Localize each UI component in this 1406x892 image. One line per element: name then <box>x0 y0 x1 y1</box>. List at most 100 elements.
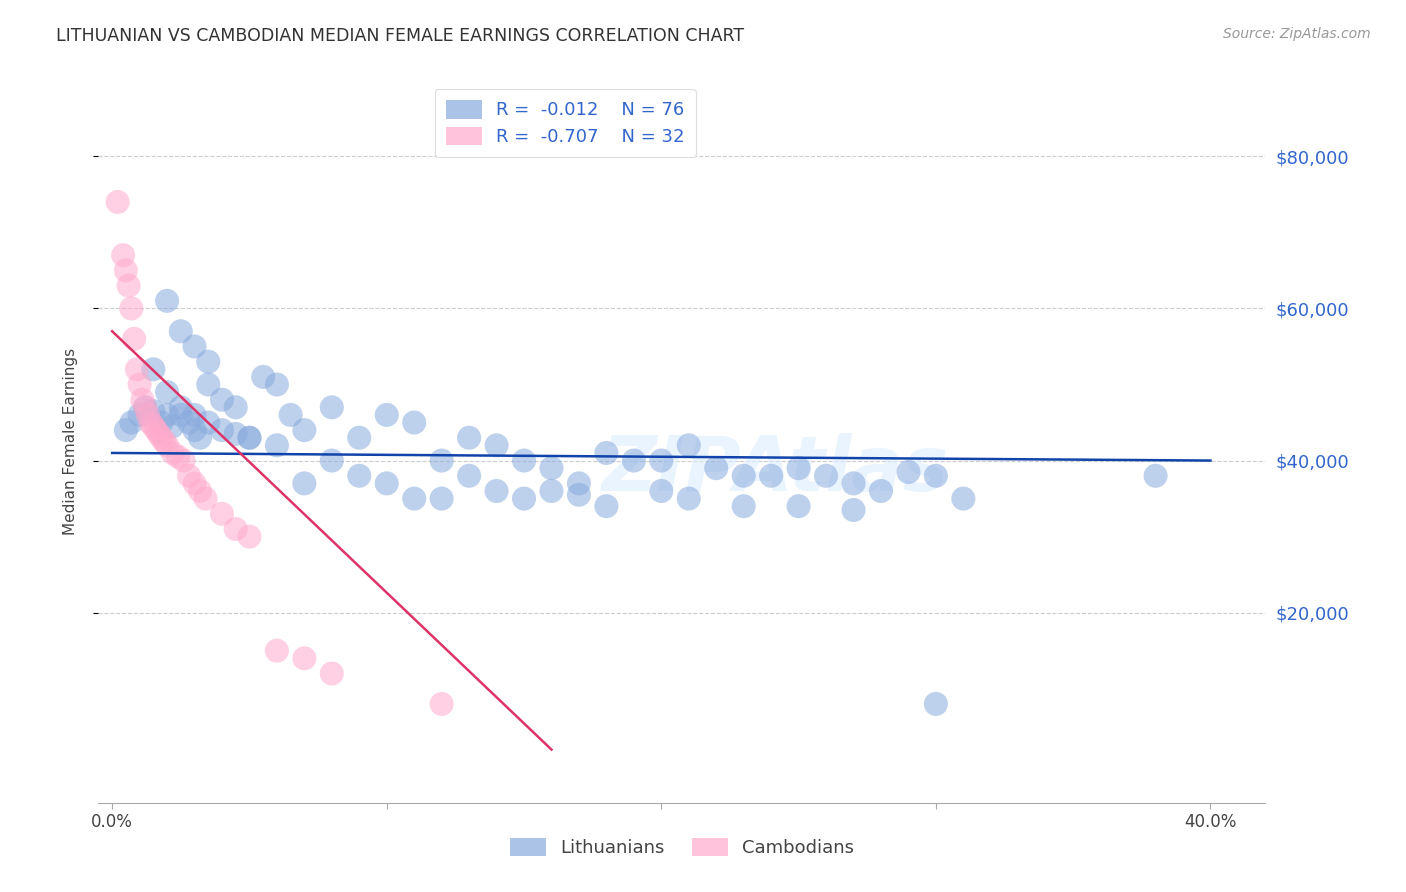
Point <box>131 392 153 407</box>
Text: Source: ZipAtlas.com: Source: ZipAtlas.com <box>1223 27 1371 41</box>
Point <box>128 377 150 392</box>
Point <box>238 530 260 544</box>
Point <box>292 651 315 665</box>
Point <box>142 362 165 376</box>
Point <box>759 468 782 483</box>
Point <box>568 476 591 491</box>
Point <box>678 438 700 452</box>
Point <box>650 483 672 498</box>
Point <box>225 522 247 536</box>
Point <box>156 438 179 452</box>
Point <box>485 483 508 498</box>
Point <box>321 453 343 467</box>
Point <box>183 423 205 437</box>
Point <box>142 404 165 418</box>
Point <box>430 453 453 467</box>
Point <box>292 476 315 491</box>
Point <box>266 438 288 452</box>
Point <box>650 453 672 467</box>
Point <box>733 468 755 483</box>
Point <box>177 416 200 430</box>
Point <box>513 491 536 506</box>
Point <box>458 431 481 445</box>
Point <box>595 446 617 460</box>
Point <box>513 453 536 467</box>
Point <box>349 431 371 445</box>
Point <box>238 431 260 445</box>
Point <box>595 499 617 513</box>
Point <box>1144 468 1167 483</box>
Point <box>170 324 193 338</box>
Point <box>156 293 179 308</box>
Point <box>678 491 700 506</box>
Point <box>150 416 173 430</box>
Point <box>266 377 288 392</box>
Point <box>125 362 148 376</box>
Point <box>167 450 190 464</box>
Point <box>153 434 176 449</box>
Point <box>136 408 159 422</box>
Legend: Lithuanians, Cambodians: Lithuanians, Cambodians <box>501 829 863 866</box>
Point <box>117 278 139 293</box>
Point <box>194 491 217 506</box>
Point <box>458 468 481 483</box>
Point <box>540 483 562 498</box>
Point <box>430 697 453 711</box>
Point <box>197 377 219 392</box>
Point <box>568 488 591 502</box>
Point <box>122 332 145 346</box>
Point <box>188 483 211 498</box>
Point <box>142 419 165 434</box>
Point <box>733 499 755 513</box>
Point <box>177 468 200 483</box>
Point <box>183 339 205 353</box>
Point <box>188 431 211 445</box>
Point <box>842 503 865 517</box>
Point <box>197 354 219 368</box>
Point <box>704 461 727 475</box>
Point <box>183 408 205 422</box>
Point <box>211 392 233 407</box>
Point <box>162 446 184 460</box>
Point <box>787 499 810 513</box>
Point <box>112 248 135 262</box>
Point <box>173 453 195 467</box>
Point <box>925 697 948 711</box>
Point <box>225 401 247 415</box>
Point <box>623 453 645 467</box>
Point <box>211 507 233 521</box>
Point <box>870 483 893 498</box>
Point <box>815 468 838 483</box>
Point <box>925 468 948 483</box>
Point <box>156 385 179 400</box>
Point <box>787 461 810 475</box>
Point <box>120 301 142 316</box>
Point <box>156 408 179 422</box>
Point <box>540 461 562 475</box>
Point <box>134 401 156 415</box>
Point <box>404 491 426 506</box>
Point <box>145 423 167 437</box>
Point <box>897 465 920 479</box>
Point <box>321 666 343 681</box>
Point <box>170 401 193 415</box>
Point <box>115 423 138 437</box>
Point <box>107 194 129 209</box>
Point <box>375 408 398 422</box>
Point <box>842 476 865 491</box>
Point <box>134 401 156 415</box>
Point <box>404 416 426 430</box>
Point <box>120 416 142 430</box>
Point <box>183 476 205 491</box>
Point <box>139 416 162 430</box>
Point <box>162 419 184 434</box>
Point <box>375 476 398 491</box>
Point <box>148 426 170 441</box>
Point <box>115 263 138 277</box>
Point <box>211 423 233 437</box>
Point <box>292 423 315 437</box>
Point <box>238 431 260 445</box>
Point <box>225 426 247 441</box>
Point <box>252 370 274 384</box>
Point <box>266 643 288 657</box>
